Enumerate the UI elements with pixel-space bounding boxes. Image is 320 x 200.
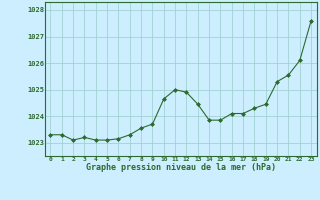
X-axis label: Graphe pression niveau de la mer (hPa): Graphe pression niveau de la mer (hPa) [86, 163, 276, 172]
